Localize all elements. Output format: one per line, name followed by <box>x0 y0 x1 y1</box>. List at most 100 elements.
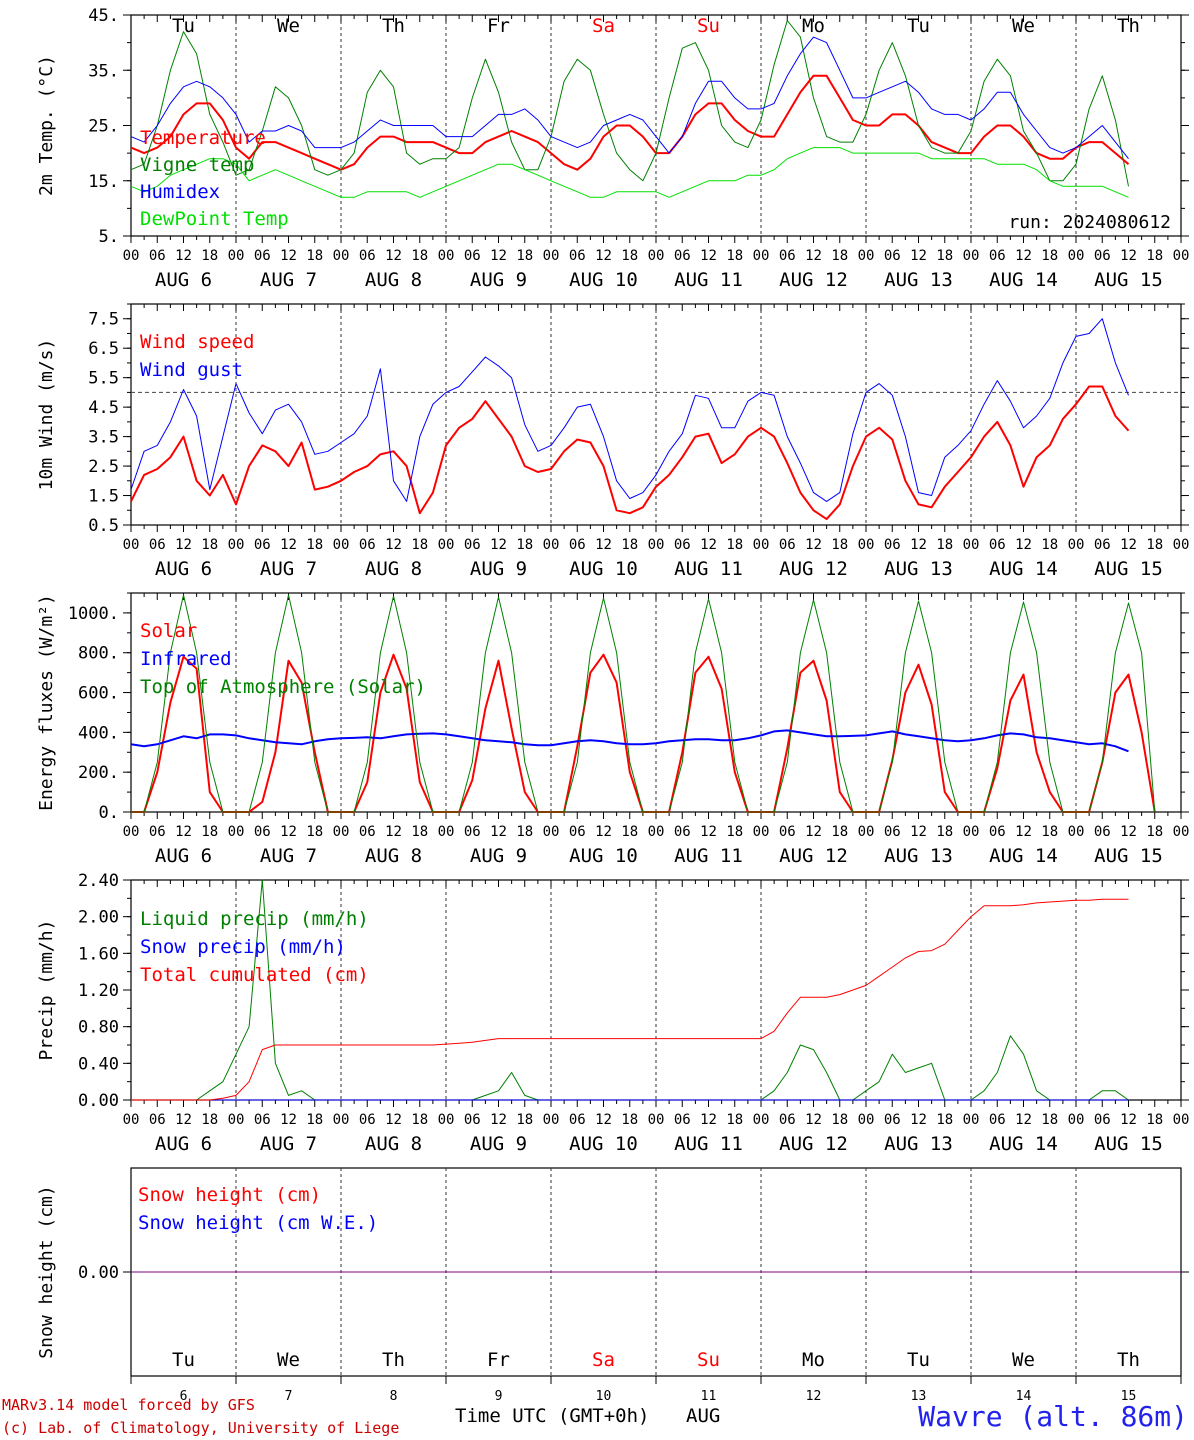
date-label: AUG 9 <box>470 558 527 580</box>
hour-tick-label: 00 <box>543 248 560 264</box>
y-tick-label: 800. <box>78 644 119 664</box>
hour-tick-label: 00 <box>753 824 770 840</box>
hour-tick-label: 00 <box>963 537 980 553</box>
date-label: AUG 6 <box>155 845 212 867</box>
hour-tick-label: 00 <box>1068 537 1085 553</box>
hour-tick-label: 18 <box>306 824 323 840</box>
legend-label: Liquid precip (mm/h) <box>140 908 369 930</box>
weekday-label: Mo <box>802 1349 825 1371</box>
hour-tick-label: 06 <box>779 1112 796 1128</box>
hour-tick-label: 06 <box>149 824 166 840</box>
hour-tick-label: 06 <box>1094 537 1111 553</box>
hour-tick-label: 06 <box>359 537 376 553</box>
hour-tick-label: 18 <box>411 1112 428 1128</box>
hour-tick-label: 18 <box>516 537 533 553</box>
date-label: AUG 6 <box>155 1133 212 1155</box>
date-label: AUG 8 <box>365 269 422 291</box>
y-tick-label: 1.60 <box>78 944 119 964</box>
day-number-label: 14 <box>1016 1389 1032 1404</box>
legend-label: Temperature <box>140 127 266 149</box>
hour-tick-label: 12 <box>490 1112 507 1128</box>
date-label: AUG 15 <box>1094 558 1163 580</box>
hour-tick-label: 12 <box>700 537 717 553</box>
hour-tick-label: 12 <box>1015 824 1032 840</box>
y-tick-label: 7.5 <box>88 310 119 330</box>
panel-4: 00 06 12 18 00 06 12 18 00 06 12 18 00 06 12 18 00 06 12 18… <box>36 871 1189 1155</box>
hour-tick-label: 12 <box>1015 248 1032 264</box>
hour-tick-label: 18 <box>516 1112 533 1128</box>
hour-tick-label: 00 <box>123 248 140 264</box>
weekday-label: Th <box>1117 15 1140 37</box>
y-tick-label: 1.20 <box>78 981 119 1001</box>
hour-tick-label: 12 <box>595 248 612 264</box>
hour-tick-label: 00 <box>228 1112 245 1128</box>
hour-tick-label: 12 <box>595 824 612 840</box>
hour-tick-label: 00 <box>333 248 350 264</box>
hour-tick-label: 12 <box>700 1112 717 1128</box>
hour-tick-label: 12 <box>700 824 717 840</box>
date-label: AUG 15 <box>1094 1133 1163 1155</box>
hour-tick-label: 12 <box>490 824 507 840</box>
hour-tick-label: 18 <box>201 248 218 264</box>
hour-tick-label: 00 <box>228 537 245 553</box>
date-label: AUG 7 <box>260 845 317 867</box>
weekday-label: Mo <box>802 15 825 37</box>
hour-tick-label: 12 <box>280 248 297 264</box>
weekday-label: Tu <box>907 1349 930 1371</box>
hour-tick-label: 00 <box>1173 824 1190 840</box>
legend-label: Wind speed <box>140 331 254 353</box>
date-label: AUG 11 <box>674 558 743 580</box>
weekday-label: Tu <box>172 1349 195 1371</box>
hour-tick-label: 12 <box>175 248 192 264</box>
hour-tick-label: 06 <box>884 537 901 553</box>
hour-tick-label: 06 <box>779 537 796 553</box>
y-tick-label: 2.40 <box>78 871 119 891</box>
hour-tick-label: 18 <box>201 1112 218 1128</box>
weekday-label: Fr <box>487 15 510 37</box>
legend-label: Infrared <box>140 648 232 670</box>
date-label: AUG 6 <box>155 558 212 580</box>
hour-tick-label: 06 <box>569 824 586 840</box>
date-label: AUG 13 <box>884 845 953 867</box>
day-number-label: 9 <box>495 1389 503 1404</box>
series-line-3 <box>131 594 1156 813</box>
hour-tick-label: 18 <box>831 824 848 840</box>
weekday-label: Sa <box>592 15 615 37</box>
hour-tick-label: 12 <box>280 1112 297 1128</box>
hour-tick-label: 00 <box>543 537 560 553</box>
y-tick-label: 5.5 <box>88 369 119 389</box>
date-label: AUG 13 <box>884 269 953 291</box>
hour-tick-label: 06 <box>254 824 271 840</box>
hour-tick-label: 12 <box>1120 1112 1137 1128</box>
hour-tick-label: 18 <box>201 537 218 553</box>
hour-tick-label: 12 <box>910 537 927 553</box>
hour-tick-label: 06 <box>359 1112 376 1128</box>
hour-tick-label: 06 <box>464 824 481 840</box>
day-number-label: 11 <box>701 1389 717 1404</box>
weekday-label: We <box>1012 1349 1035 1371</box>
hour-tick-label: 12 <box>805 824 822 840</box>
date-label: AUG 10 <box>569 269 638 291</box>
day-number-label: 7 <box>285 1389 293 1404</box>
legend-label: Humidex <box>140 181 220 203</box>
hour-tick-label: 00 <box>858 824 875 840</box>
hour-tick-label: 00 <box>438 248 455 264</box>
hour-tick-label: 18 <box>411 248 428 264</box>
hour-tick-label: 12 <box>595 1112 612 1128</box>
hour-tick-label: 18 <box>936 1112 953 1128</box>
weekday-label: Tu <box>907 15 930 37</box>
day-number-label: 15 <box>1121 1389 1137 1404</box>
panel-5: Tu We Th Fr Sa Su Mo Tu We Th 6 7 8 9 10 11 12 13 14 15 0.00… <box>36 1167 1189 1404</box>
hour-tick-label: 12 <box>490 248 507 264</box>
hour-tick-label: 00 <box>333 537 350 553</box>
hour-tick-label: 06 <box>149 537 166 553</box>
hour-tick-label: 00 <box>123 537 140 553</box>
hour-tick-label: 00 <box>858 248 875 264</box>
hour-tick-label: 00 <box>123 1112 140 1128</box>
legend-label: Vigne temp <box>140 154 254 176</box>
weekday-label: We <box>1012 15 1035 37</box>
hour-tick-label: 06 <box>989 824 1006 840</box>
y-tick-label: 2.00 <box>78 908 119 928</box>
hour-tick-label: 12 <box>1120 537 1137 553</box>
weekday-label: Su <box>697 15 720 37</box>
